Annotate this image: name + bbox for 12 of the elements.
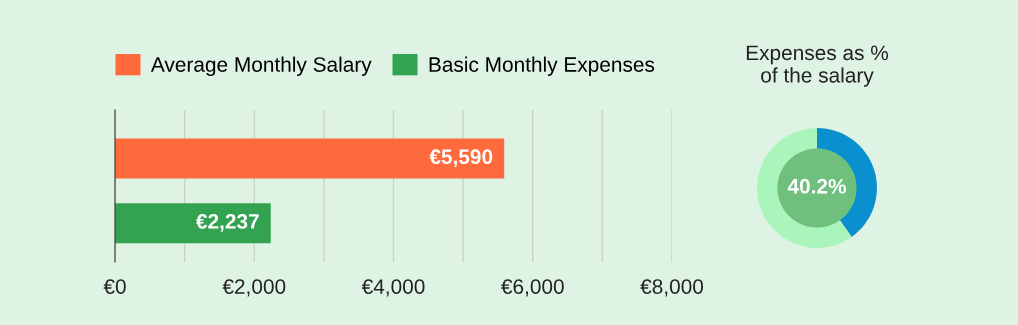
data-label: €2,237: [196, 214, 259, 232]
legend-label: Basic Monthly Expenses: [429, 56, 655, 77]
legend-label: Average Monthly Salary: [150, 56, 372, 77]
donut-slice: [757, 128, 852, 248]
x-tick-label: €0: [103, 279, 126, 294]
x-tick-label: €2,000: [222, 279, 286, 297]
data-label: €5,590: [429, 149, 493, 168]
x-tick-label: €6,000: [501, 279, 564, 297]
x-tick-label: €8,000: [640, 279, 704, 297]
text: 40.2%: [787, 178, 846, 194]
chart-title: Expenses as % of the salary: [746, 45, 889, 87]
x-tick-label: €4,000: [361, 279, 425, 297]
